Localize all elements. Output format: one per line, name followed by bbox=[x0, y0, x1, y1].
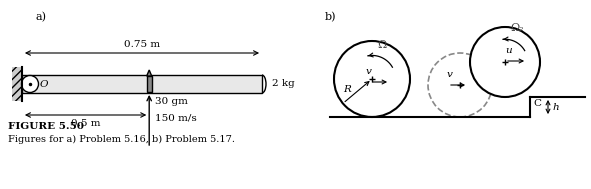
Circle shape bbox=[334, 41, 410, 117]
Bar bbox=[147, 76, 152, 92]
Text: 150 m/s: 150 m/s bbox=[155, 114, 197, 123]
Circle shape bbox=[428, 53, 492, 117]
Text: Figures for a) Problem 5.16, b) Problem 5.17.: Figures for a) Problem 5.16, b) Problem … bbox=[8, 135, 235, 144]
Text: Ω: Ω bbox=[378, 40, 387, 50]
Circle shape bbox=[21, 75, 38, 92]
Text: 2 kg: 2 kg bbox=[272, 80, 295, 88]
Text: h: h bbox=[553, 102, 560, 112]
Text: a): a) bbox=[35, 12, 46, 22]
Text: v: v bbox=[366, 67, 372, 76]
Text: u: u bbox=[506, 46, 512, 55]
Text: b): b) bbox=[325, 12, 336, 22]
Text: 0.75 m: 0.75 m bbox=[124, 40, 160, 49]
Text: 0.5 m: 0.5 m bbox=[71, 119, 100, 128]
Text: FIGURE 5.50: FIGURE 5.50 bbox=[8, 122, 84, 131]
Bar bbox=[22, 75, 262, 93]
Text: C: C bbox=[533, 99, 541, 108]
Text: 30 gm: 30 gm bbox=[155, 97, 188, 106]
Text: Ω₂: Ω₂ bbox=[511, 23, 524, 33]
Bar bbox=[12, 67, 22, 101]
Circle shape bbox=[470, 27, 540, 97]
Polygon shape bbox=[147, 70, 152, 76]
Text: v: v bbox=[447, 70, 453, 79]
Text: O: O bbox=[40, 81, 48, 90]
Text: R: R bbox=[343, 85, 352, 94]
